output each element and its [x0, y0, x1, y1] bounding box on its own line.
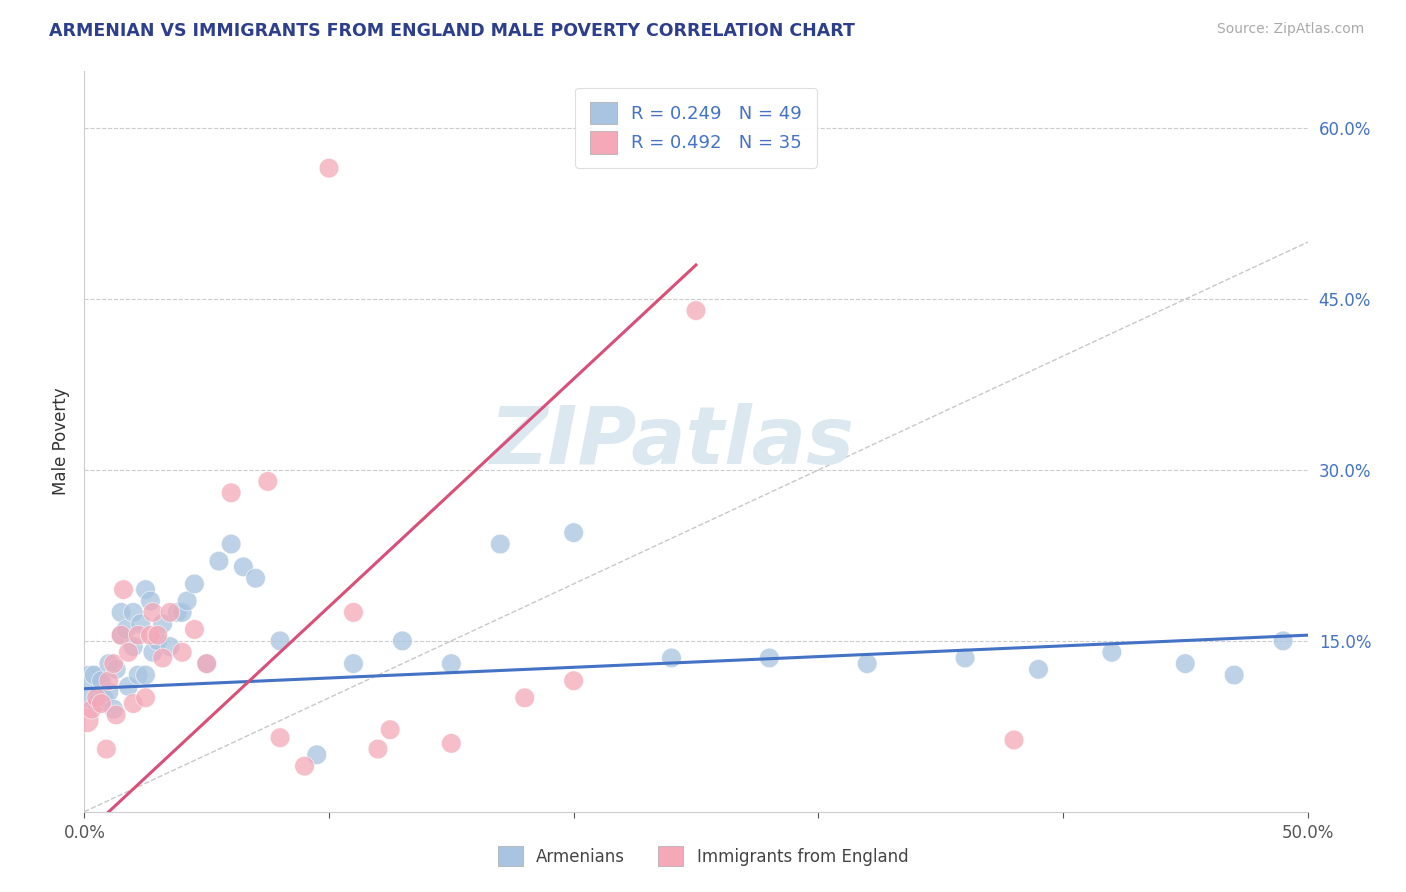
- Point: [103, 657, 125, 671]
- Point: [93, 690, 115, 705]
- Point: [105, 662, 128, 676]
- Point: [342, 606, 364, 620]
- Point: [1174, 657, 1197, 671]
- Point: [122, 606, 145, 620]
- Point: [758, 651, 780, 665]
- Point: [142, 645, 165, 659]
- Point: [96, 742, 118, 756]
- Point: [97, 657, 120, 671]
- Point: [129, 616, 152, 631]
- Point: [183, 623, 205, 637]
- Point: [103, 702, 125, 716]
- Text: Source: ZipAtlas.com: Source: ZipAtlas.com: [1216, 22, 1364, 37]
- Point: [305, 747, 328, 762]
- Point: [245, 571, 267, 585]
- Point: [83, 668, 105, 682]
- Point: [342, 657, 364, 671]
- Point: [122, 640, 145, 654]
- Point: [105, 707, 128, 722]
- Point: [97, 673, 120, 688]
- Point: [86, 690, 108, 705]
- Point: [97, 685, 120, 699]
- Point: [1028, 662, 1050, 676]
- Point: [77, 680, 100, 694]
- Point: [195, 657, 218, 671]
- Text: ZIPatlas: ZIPatlas: [489, 402, 853, 481]
- Point: [562, 673, 585, 688]
- Point: [139, 594, 162, 608]
- Point: [176, 594, 198, 608]
- Point: [159, 640, 181, 654]
- Point: [367, 742, 389, 756]
- Point: [146, 633, 169, 648]
- Point: [112, 582, 135, 597]
- Point: [115, 623, 138, 637]
- Point: [208, 554, 231, 568]
- Point: [80, 702, 103, 716]
- Point: [142, 606, 165, 620]
- Point: [90, 697, 112, 711]
- Point: [135, 690, 157, 705]
- Point: [127, 668, 149, 682]
- Point: [391, 633, 413, 648]
- Point: [562, 525, 585, 540]
- Point: [440, 736, 463, 750]
- Point: [127, 628, 149, 642]
- Point: [122, 697, 145, 711]
- Text: ARMENIAN VS IMMIGRANTS FROM ENGLAND MALE POVERTY CORRELATION CHART: ARMENIAN VS IMMIGRANTS FROM ENGLAND MALE…: [49, 22, 855, 40]
- Point: [117, 680, 139, 694]
- Legend: R = 0.249   N = 49, R = 0.492   N = 35: R = 0.249 N = 49, R = 0.492 N = 35: [575, 87, 817, 168]
- Point: [90, 673, 112, 688]
- Point: [685, 303, 707, 318]
- Point: [318, 161, 340, 176]
- Point: [513, 690, 536, 705]
- Point: [117, 645, 139, 659]
- Point: [135, 582, 157, 597]
- Point: [219, 485, 242, 500]
- Point: [159, 606, 181, 620]
- Y-axis label: Male Poverty: Male Poverty: [52, 388, 70, 495]
- Point: [166, 606, 188, 620]
- Point: [172, 645, 194, 659]
- Point: [380, 723, 402, 737]
- Point: [856, 657, 879, 671]
- Point: [440, 657, 463, 671]
- Point: [195, 657, 218, 671]
- Point: [110, 606, 132, 620]
- Point: [953, 651, 976, 665]
- Point: [110, 628, 132, 642]
- Point: [1002, 733, 1025, 747]
- Legend: Armenians, Immigrants from England: Armenians, Immigrants from England: [489, 838, 917, 875]
- Point: [269, 731, 291, 745]
- Point: [152, 616, 174, 631]
- Point: [86, 697, 108, 711]
- Point: [139, 628, 162, 642]
- Point: [146, 628, 169, 642]
- Point: [1272, 633, 1295, 648]
- Point: [269, 633, 291, 648]
- Point: [661, 651, 683, 665]
- Point: [257, 475, 280, 489]
- Point: [152, 651, 174, 665]
- Point: [135, 668, 157, 682]
- Point: [76, 714, 98, 728]
- Point: [219, 537, 242, 551]
- Point: [1101, 645, 1123, 659]
- Point: [110, 628, 132, 642]
- Point: [183, 577, 205, 591]
- Point: [172, 606, 194, 620]
- Point: [294, 759, 316, 773]
- Point: [232, 559, 254, 574]
- Point: [1223, 668, 1246, 682]
- Point: [489, 537, 512, 551]
